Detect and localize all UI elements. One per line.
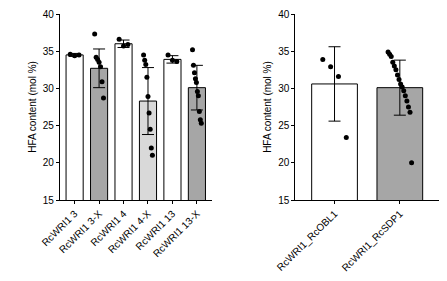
svg-text:RcWRI1_RcSDP1: RcWRI1_RcSDP1 bbox=[340, 208, 405, 273]
svg-text:30: 30 bbox=[43, 83, 55, 94]
svg-text:15: 15 bbox=[43, 195, 55, 206]
svg-text:RcWRI1 4-X: RcWRI1 4-X bbox=[106, 208, 153, 255]
svg-text:40: 40 bbox=[278, 9, 290, 20]
svg-text:25: 25 bbox=[43, 120, 55, 131]
svg-text:RcWRI1 4: RcWRI1 4 bbox=[88, 208, 128, 248]
svg-text:RcWRI1 3: RcWRI1 3 bbox=[40, 208, 80, 248]
svg-text:HFA content (mol %): HFA content (mol %) bbox=[27, 61, 38, 153]
svg-text:20: 20 bbox=[278, 157, 290, 168]
svg-text:RcWRI1_RcOBL1: RcWRI1_RcOBL1 bbox=[275, 208, 340, 273]
svg-text:35: 35 bbox=[43, 46, 55, 57]
svg-text:20: 20 bbox=[43, 157, 55, 168]
svg-text:30: 30 bbox=[278, 83, 290, 94]
svg-text:RcWRI1 3-X: RcWRI1 3-X bbox=[57, 208, 104, 255]
svg-text:40: 40 bbox=[43, 9, 55, 20]
svg-text:HFA content (mol %): HFA content (mol %) bbox=[262, 61, 273, 153]
svg-text:RcWRI1 13-X: RcWRI1 13-X bbox=[151, 208, 202, 259]
svg-text:15: 15 bbox=[278, 195, 290, 206]
svg-text:35: 35 bbox=[278, 46, 290, 57]
svg-text:25: 25 bbox=[278, 120, 290, 131]
svg-text:RcWRI1 13: RcWRI1 13 bbox=[133, 208, 177, 252]
